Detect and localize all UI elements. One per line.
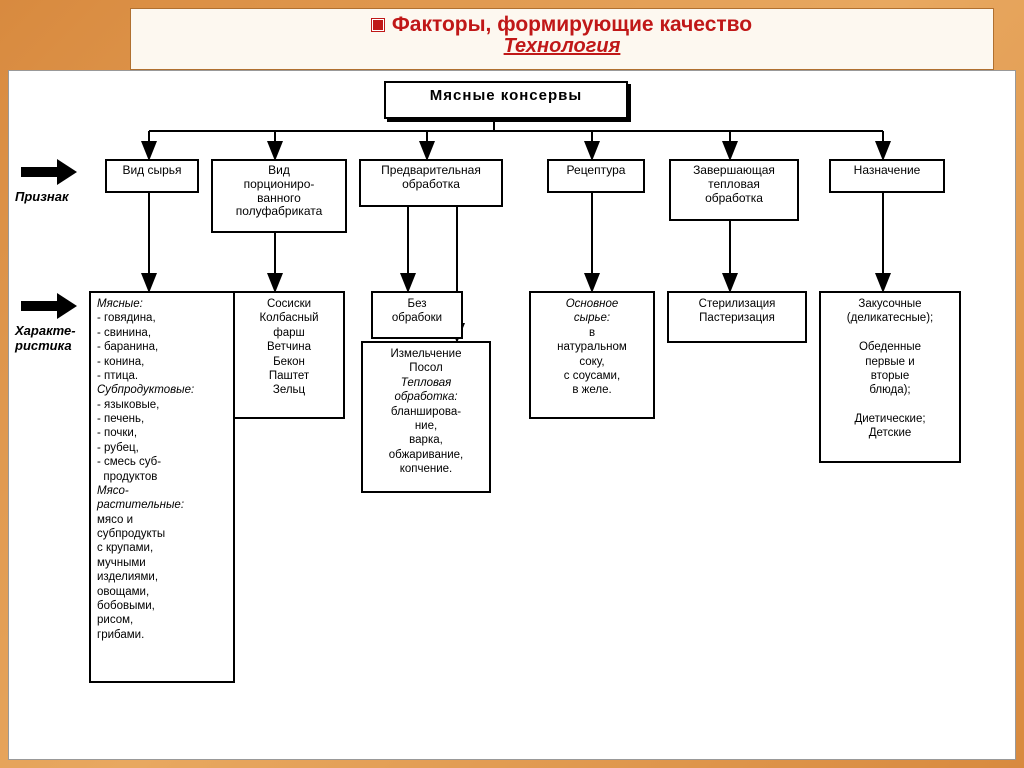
detail-3: Основноесырье:внатуральномсоку,с соусами… bbox=[529, 291, 655, 419]
detail-4: СтерилизацияПастеризация bbox=[667, 291, 807, 343]
row-label-2: Характе- ристика bbox=[15, 323, 76, 353]
criterion-1: Видпорциониро-ванногополуфабриката bbox=[211, 159, 347, 233]
title-sub: Технология bbox=[131, 35, 993, 58]
criterion-4: Завершающаятепловаяобработка bbox=[669, 159, 799, 221]
detail-2a: Безобрабоки bbox=[371, 291, 463, 339]
diagram-canvas: Признак Характе- ристика Мясные консервы… bbox=[8, 70, 1016, 760]
root-node: Мясные консервы bbox=[384, 81, 628, 119]
title-bar: Факторы, формирующие качество Технология bbox=[130, 8, 994, 70]
title-main: Факторы, формирующие качество bbox=[131, 13, 993, 37]
criterion-0: Вид сырья bbox=[105, 159, 199, 193]
bullet-icon bbox=[372, 19, 384, 31]
criterion-5: Назначение bbox=[829, 159, 945, 193]
row-label-1: Признак bbox=[15, 189, 69, 204]
detail-5: Закусочные(деликатесные);Обеденныепервые… bbox=[819, 291, 961, 463]
detail-2b: ИзмельчениеПосолТепловаяобработка:бланши… bbox=[361, 341, 491, 493]
criterion-3: Рецептура bbox=[547, 159, 645, 193]
arrow-icon bbox=[19, 157, 79, 187]
detail-1: СосискиКолбасныйфаршВетчинаБеконПаштетЗе… bbox=[233, 291, 345, 419]
criterion-2: Предварительнаяобработка bbox=[359, 159, 503, 207]
detail-0: Мясные:- говядина,- свинина,- баранина,-… bbox=[89, 291, 235, 683]
arrow-icon bbox=[19, 291, 79, 321]
